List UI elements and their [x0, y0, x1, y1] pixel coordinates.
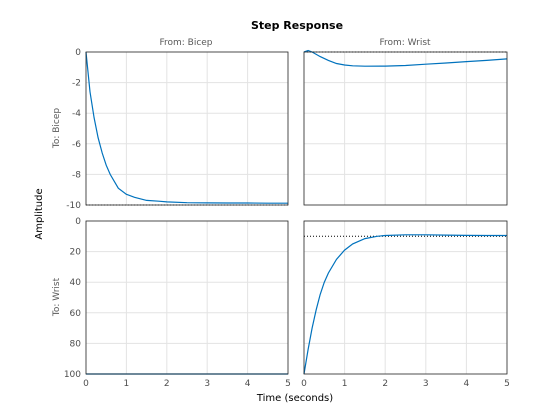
- axes-frame: [85, 220, 289, 375]
- plot-area: [86, 52, 288, 205]
- panel-wrist-to-bicep: [303, 49, 508, 206]
- y-tick-label: 100: [64, 370, 81, 380]
- plot-area: [304, 221, 507, 374]
- y-tick-label: 40: [70, 278, 82, 288]
- y-tick-label: -2: [72, 79, 81, 89]
- x-tick-label: 2: [164, 379, 170, 389]
- x-tick-label: 3: [204, 379, 210, 389]
- row-label-to-wrist: To: Wrist: [52, 277, 62, 317]
- x-tick-label: 5: [504, 379, 510, 389]
- y-tick-label: 20: [70, 248, 82, 258]
- response-curve: [303, 234, 507, 375]
- axes-frame: [303, 220, 508, 375]
- y-tick-label: 60: [70, 309, 82, 319]
- y-tick-label: -10: [66, 201, 81, 211]
- chart-title: Step Response: [251, 19, 343, 32]
- panel-bicep-to-wrist: 0 1 2 3 4 5 0 20 40 60 80 100: [64, 217, 291, 389]
- plot-area: [304, 52, 507, 205]
- row-label-to-bicep: To: Bicep: [52, 108, 62, 150]
- response-curve: [303, 49, 508, 67]
- y-tick-label: -6: [72, 140, 81, 150]
- axes-frame: [303, 51, 508, 206]
- y-tick-label: -4: [72, 109, 81, 119]
- x-tick-label: 4: [245, 379, 251, 389]
- column-label-from-bicep: From: Bicep: [159, 38, 212, 48]
- x-tick-label: 1: [342, 379, 348, 389]
- x-tick-label: 1: [124, 379, 130, 389]
- x-tick-label: 2: [382, 379, 388, 389]
- y-tick-label: 80: [70, 339, 82, 349]
- x-tick-label: 3: [423, 379, 429, 389]
- y-tick-label: 0: [75, 217, 81, 227]
- y-axis-label: Amplitude: [34, 188, 45, 239]
- x-tick-label: 4: [464, 379, 470, 389]
- column-label-from-wrist: From: Wrist: [379, 38, 431, 48]
- x-tick-label: 0: [83, 379, 89, 389]
- plot-area: [86, 221, 288, 374]
- panel-wrist-to-wrist: 0 1 2 3 4 5: [301, 220, 510, 389]
- axes-frame: [85, 51, 289, 206]
- y-tick-label: -8: [72, 170, 81, 180]
- x-tick-label: 5: [285, 379, 291, 389]
- response-curve: [85, 51, 288, 204]
- x-axis-label: Time (seconds): [256, 393, 333, 404]
- x-tick-label: 0: [301, 379, 307, 389]
- y-tick-label: 0: [75, 48, 81, 58]
- panel-bicep-to-bicep: 0 -2 -4 -6 -8 -10: [66, 48, 289, 211]
